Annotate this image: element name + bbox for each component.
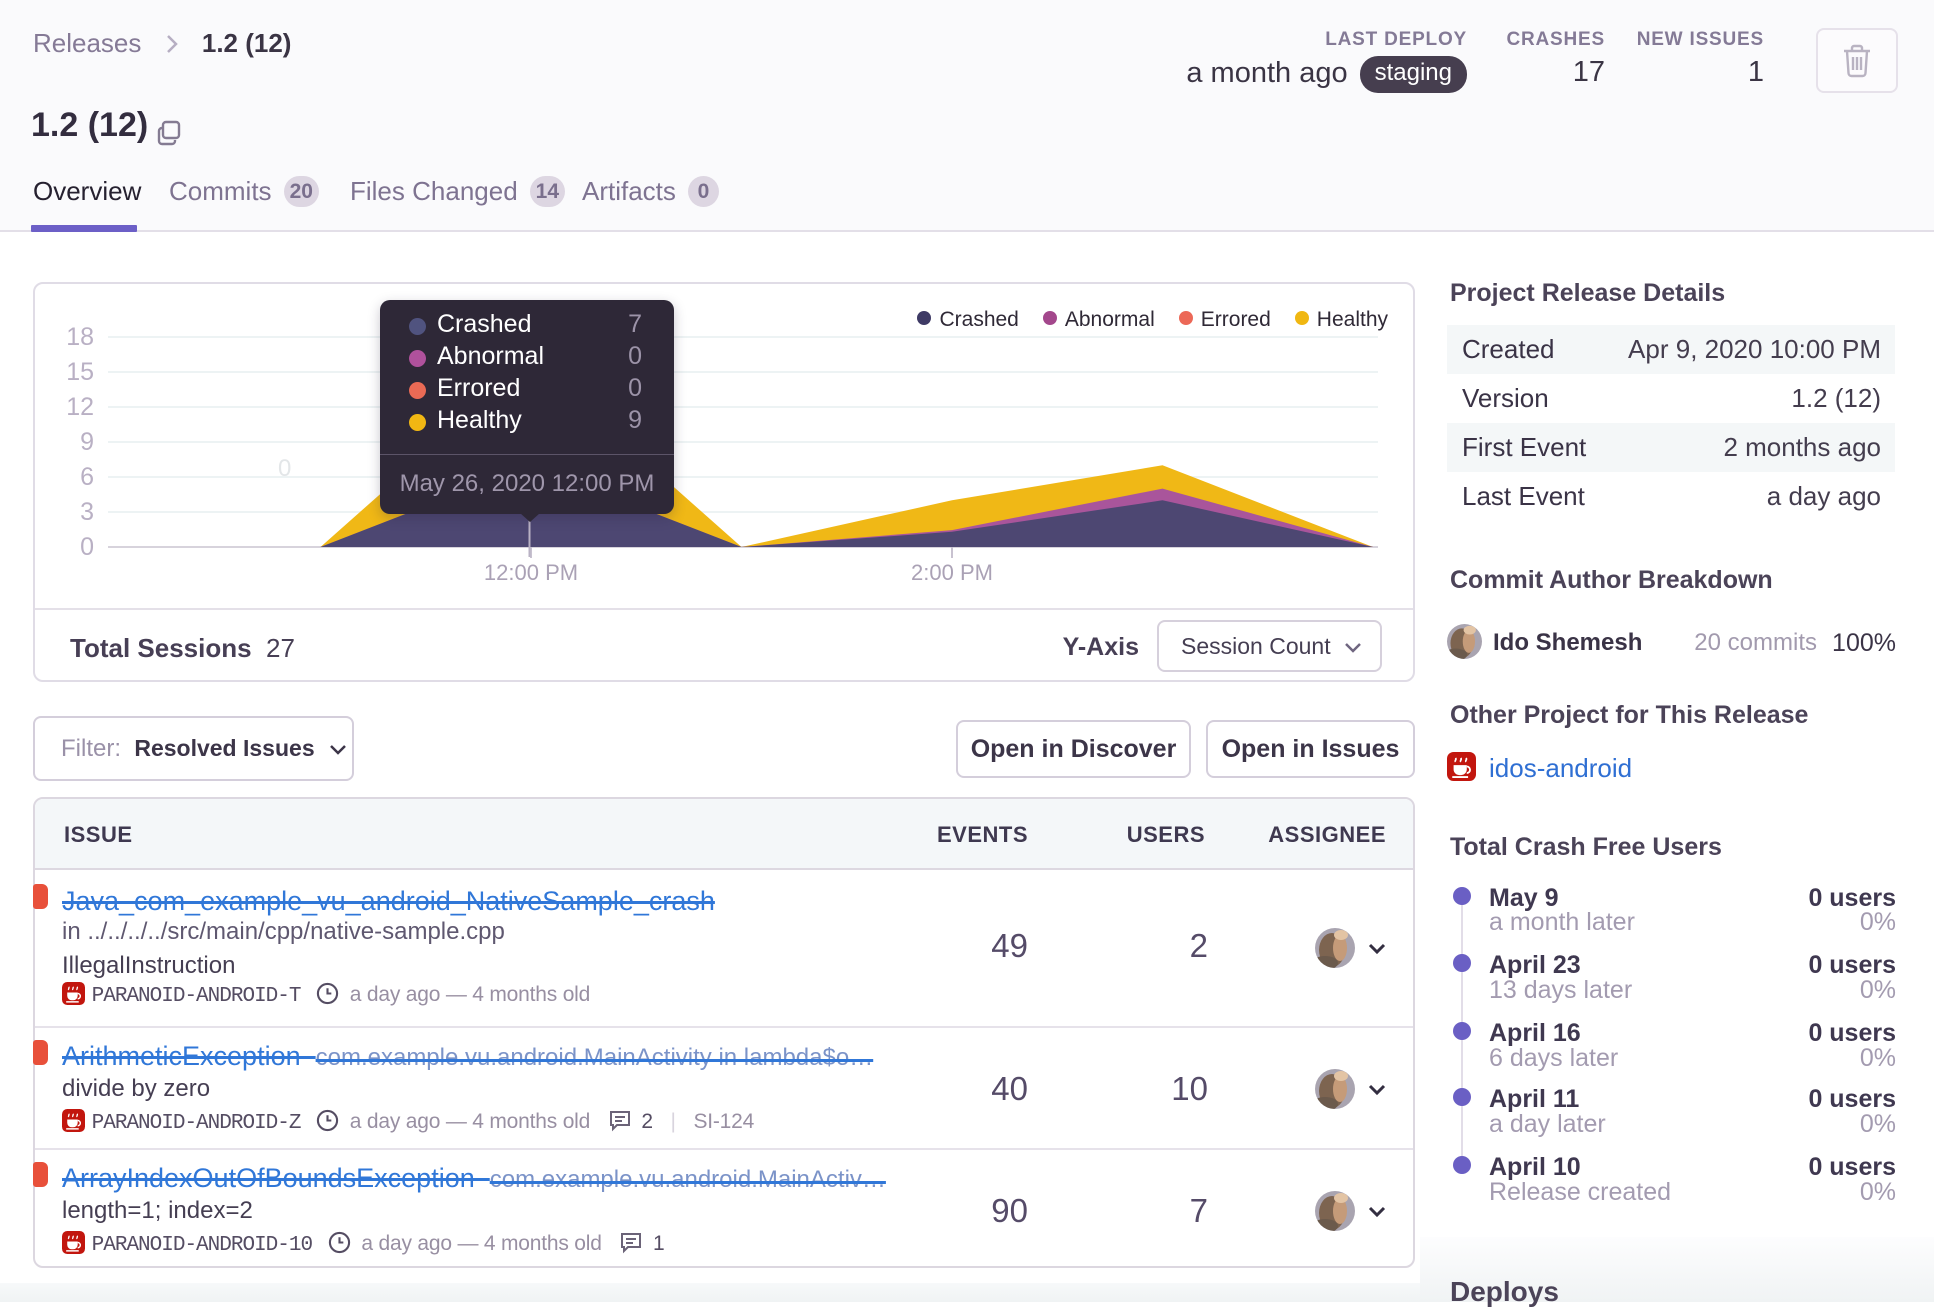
- svg-text:2:00 PM: 2:00 PM: [911, 560, 993, 585]
- svg-text:6: 6: [80, 463, 94, 491]
- svg-text:15: 15: [66, 358, 94, 386]
- svg-text:12:00 PM: 12:00 PM: [484, 560, 578, 585]
- svg-text:12: 12: [66, 393, 94, 421]
- svg-text:0: 0: [278, 455, 291, 482]
- svg-text:9: 9: [80, 428, 94, 456]
- svg-text:3: 3: [80, 498, 94, 526]
- svg-text:0: 0: [80, 533, 94, 561]
- svg-text:18: 18: [66, 323, 94, 351]
